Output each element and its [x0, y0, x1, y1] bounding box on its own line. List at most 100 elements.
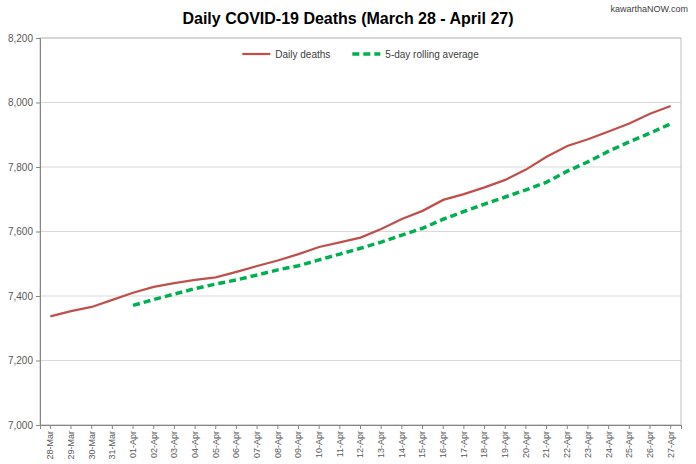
plot-frame: [40, 38, 681, 425]
x-axis-line: [41, 426, 682, 430]
x-tick-label: 09-Apr: [293, 431, 303, 458]
x-tick-mark: [153, 425, 154, 429]
x-tick: 20-Apr: [521, 425, 531, 458]
y-tick-label: 7,800: [8, 162, 33, 173]
y-tick: 7,400: [8, 291, 40, 302]
y-tick-mark: [36, 103, 40, 104]
x-tick-mark: [174, 425, 175, 429]
x-tick-mark: [339, 425, 340, 429]
plot: 7,000 7,200 7,400 7,600 7,800 8,000 8,200 28-Ma…: [8, 33, 682, 460]
x-tick: 13-Apr: [376, 425, 386, 458]
x-tick-label: 26-Apr: [645, 431, 655, 458]
x-tick-mark: [546, 425, 547, 429]
x-tick-mark: [505, 425, 506, 429]
legend-swatch: [242, 53, 270, 55]
x-tick: 22-Apr: [562, 425, 572, 458]
y-tick-label: 8,200: [8, 33, 33, 44]
y-tick-label: 7,400: [8, 291, 33, 302]
x-tick: 21-Apr: [541, 425, 551, 458]
x-tick-label: 06-Apr: [231, 431, 241, 458]
x-tick-label: 21-Apr: [541, 431, 551, 458]
y-tick-mark: [36, 167, 40, 168]
x-tick-mark: [298, 425, 299, 429]
x-tick: 28-Mar: [45, 425, 55, 460]
y-tick: 8,200: [8, 33, 40, 44]
x-tick-mark: [133, 425, 134, 429]
x-tick-mark: [50, 425, 51, 429]
x-tick: 04-Apr: [190, 425, 200, 458]
x-tick: 06-Apr: [231, 425, 241, 458]
series-line: [133, 124, 671, 306]
x-tick: 08-Apr: [273, 425, 283, 458]
x-tick-label: 05-Apr: [211, 431, 221, 458]
x-tick: 09-Apr: [293, 425, 303, 458]
x-tick-label: 19-Apr: [500, 431, 510, 458]
x-tick: 11-Apr: [335, 425, 345, 457]
x-tick: 26-Apr: [645, 425, 655, 458]
x-tick-mark: [381, 425, 382, 429]
x-tick-mark: [71, 425, 72, 429]
x-tick-mark: [319, 425, 320, 429]
x-tick-mark: [525, 425, 526, 429]
grid-line: [40, 167, 681, 168]
legend-item: Daily deaths: [242, 49, 330, 60]
y-axis: 7,000 7,200 7,400 7,600 7,800 8,000 8,200: [8, 33, 41, 431]
x-tick-label: 13-Apr: [376, 431, 386, 458]
x-tick-mark: [567, 425, 568, 429]
x-tick-mark: [401, 425, 402, 429]
x-tick-mark: [484, 425, 485, 429]
x-tick: 31-Mar: [107, 425, 117, 460]
x-tick-mark: [236, 425, 237, 429]
y-tick-mark: [36, 296, 40, 297]
x-tick-mark: [195, 425, 196, 429]
y-tick-mark: [36, 38, 40, 39]
x-tick-label: 02-Apr: [149, 431, 159, 458]
x-tick-label: 18-Apr: [479, 431, 489, 458]
y-tick-label: 7,600: [8, 226, 33, 237]
x-tick: 27-Apr: [666, 425, 676, 458]
x-tick-mark: [112, 425, 113, 429]
background: [0, 0, 696, 464]
x-tick-label: 04-Apr: [190, 431, 200, 458]
x-tick: 24-Apr: [604, 425, 614, 458]
legend-swatch: [352, 52, 380, 56]
annotation: kawarthaNOW.com: [610, 4, 688, 14]
x-tick: 16-Apr: [438, 425, 448, 458]
title: Daily COVID-19 Deaths (March 28 - April …: [182, 10, 513, 27]
y-tick-mark: [36, 425, 40, 426]
x-tick-label: 23-Apr: [583, 431, 593, 458]
y-tick: 7,600: [8, 226, 40, 237]
x-tick-mark: [463, 425, 464, 429]
x-tick-label: 14-Apr: [397, 431, 407, 458]
y-tick-label: 8,000: [8, 97, 33, 108]
x-tick-mark: [608, 425, 609, 429]
y-tick: 7,200: [8, 355, 40, 366]
x-tick-mark: [215, 425, 216, 429]
grid: [40, 38, 681, 425]
y-tick-mark: [36, 361, 40, 362]
x-tick-label: 30-Mar: [87, 431, 97, 460]
grid-line: [40, 296, 681, 297]
x-tick-label: 03-Apr: [169, 431, 179, 458]
x-tick: 01-Apr: [128, 425, 138, 458]
x-tick-mark: [422, 425, 423, 429]
x-tick-label: 01-Apr: [128, 431, 138, 458]
x-tick: 15-Apr: [417, 425, 427, 458]
x-tick-mark: [91, 425, 92, 429]
x-tick-label: 11-Apr: [335, 431, 345, 457]
y-tick: 7,000: [8, 420, 40, 431]
x-tick: 18-Apr: [479, 425, 489, 458]
x-tick: 14-Apr: [397, 425, 407, 458]
x-tick: 02-Apr: [149, 425, 159, 458]
x-tick-label: 31-Mar: [107, 431, 117, 460]
x-tick-label: 07-Apr: [252, 431, 262, 458]
x-tick: 12-Apr: [355, 425, 365, 458]
x-tick-label: 12-Apr: [355, 431, 365, 458]
legend-label: 5-day rolling average: [385, 49, 479, 60]
series-group: [50, 106, 670, 316]
x-tick-label: 16-Apr: [438, 431, 448, 458]
grid-line: [40, 102, 681, 103]
x-tick-label: 25-Apr: [624, 431, 634, 458]
chart: 7,000 7,200 7,400 7,600 7,800 8,000 8,200 28-Ma…: [0, 0, 696, 464]
x-tick: 17-Apr: [459, 425, 469, 458]
